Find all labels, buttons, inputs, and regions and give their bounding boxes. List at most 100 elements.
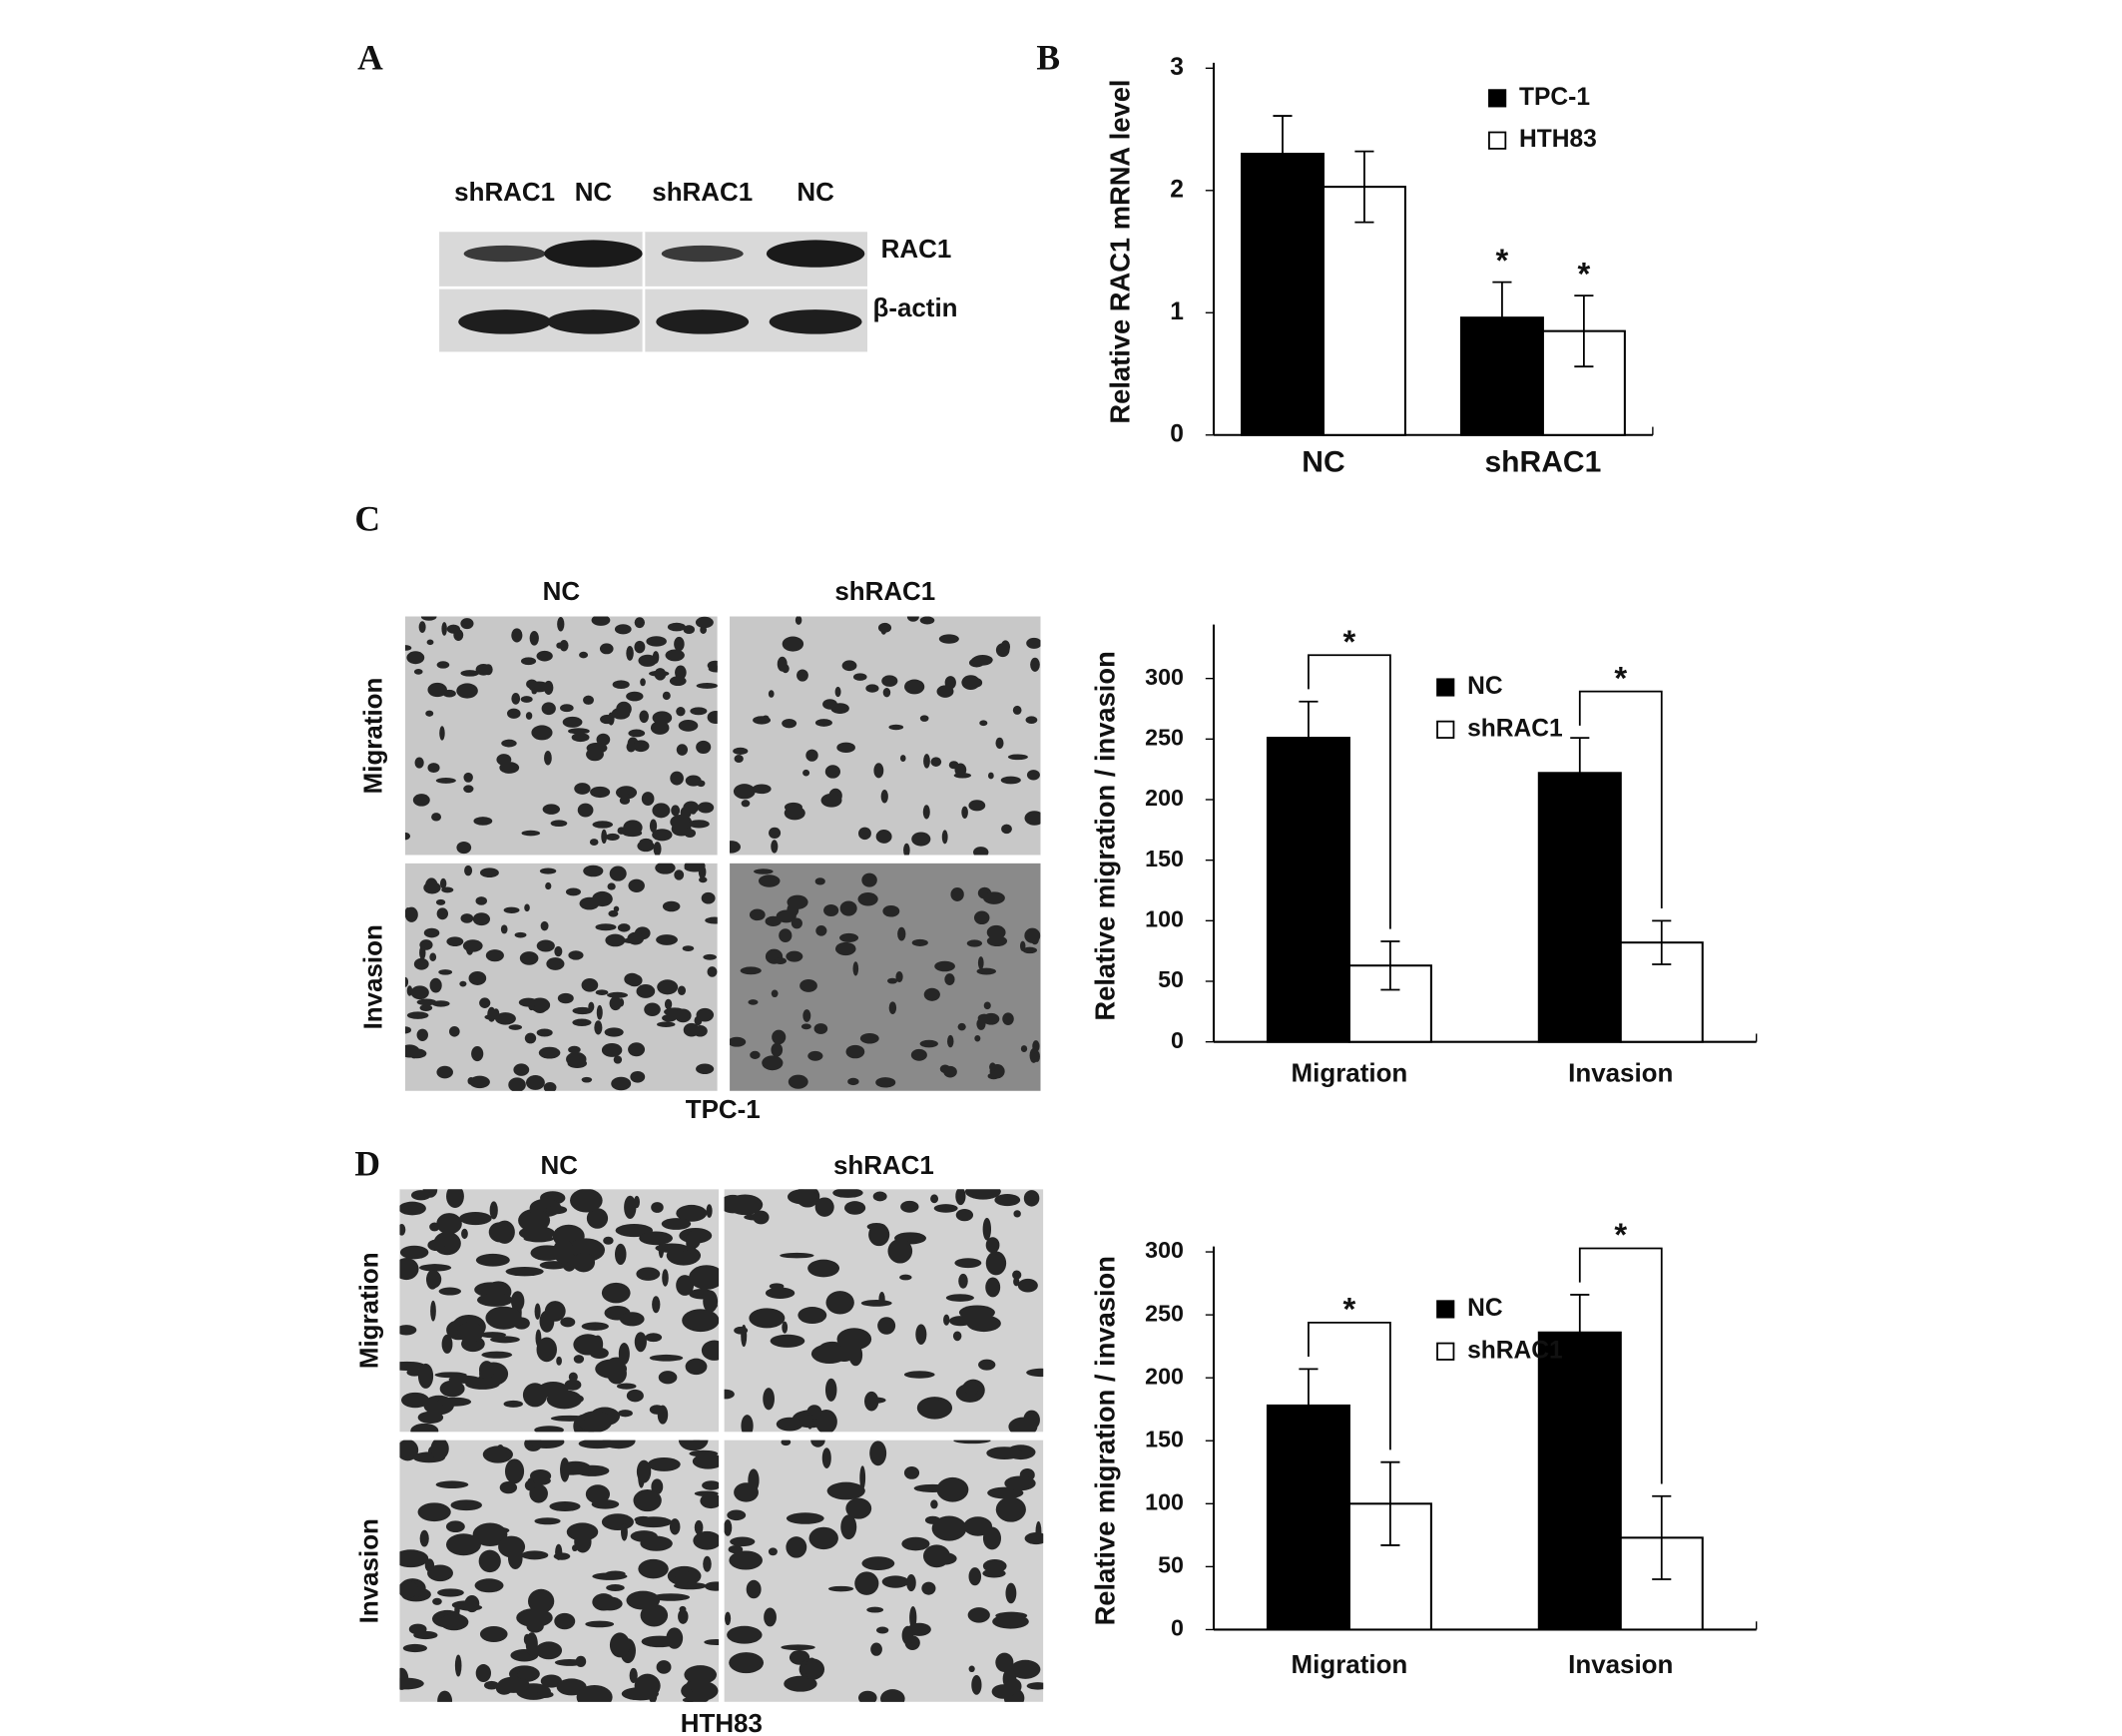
cell-blob (985, 1237, 1000, 1254)
cell-blob (591, 1499, 620, 1509)
cell-blob (992, 1614, 1029, 1629)
cell-blob (652, 1296, 661, 1314)
cell-blob (634, 1332, 647, 1353)
cell-blob (649, 819, 658, 834)
y-tick-label: 200 (1145, 1363, 1184, 1389)
cell-blob (591, 616, 611, 626)
cell-blob (473, 817, 493, 826)
cell-blob (503, 906, 520, 913)
cell-blob (701, 891, 716, 904)
cell-blob (568, 1045, 581, 1054)
cell-blob (936, 1476, 969, 1502)
y-tick-label: 200 (1145, 785, 1184, 811)
cell-blob (560, 1317, 576, 1328)
cell-blob (527, 1588, 555, 1614)
cell-blob (724, 1519, 733, 1536)
cell-blob (693, 1530, 720, 1550)
cell-blob (875, 1626, 889, 1634)
cell-blob (456, 841, 472, 855)
cell-blob (728, 1544, 744, 1554)
cell-blob (749, 1308, 786, 1329)
cell-blob (479, 1626, 508, 1642)
cell-blob (441, 622, 447, 636)
cell-blob (964, 1380, 979, 1397)
cell-blob (852, 673, 867, 681)
cell-blob (936, 685, 954, 698)
cell-blob (810, 1440, 825, 1447)
cell-blob (703, 953, 717, 960)
cell-blob (590, 786, 611, 799)
cell-blob (521, 1550, 549, 1560)
cell-blob (730, 1536, 756, 1547)
cell-blob (704, 1581, 720, 1591)
cell-blob (628, 729, 646, 738)
cell-blob (900, 1200, 919, 1213)
cell-blob (412, 794, 430, 807)
cell-blob (638, 1558, 669, 1579)
cell-blob (461, 1228, 468, 1240)
blot-band (463, 245, 546, 263)
cell-blob (414, 757, 424, 769)
cell-blob (815, 925, 827, 936)
cell-blob (560, 704, 574, 713)
cell-blob (647, 1456, 681, 1471)
row-label: Migration (356, 1252, 384, 1369)
cell-blob (499, 762, 520, 774)
cell-blob (882, 904, 900, 917)
error-bar (1570, 1294, 1590, 1372)
cell-blob (762, 715, 770, 722)
cell-blob (854, 1571, 879, 1595)
cell-blob (938, 634, 959, 644)
cell-blob (460, 913, 474, 923)
cell-blob (579, 651, 589, 659)
cell-blob (1005, 1678, 1022, 1695)
cell-blob (482, 1446, 513, 1463)
column-label: shRAC1 (834, 578, 935, 606)
cell-blob (662, 1013, 677, 1022)
cell-blob (982, 1558, 1007, 1573)
cell-blob (674, 636, 685, 652)
cell-blob (535, 1641, 563, 1660)
y-tick-label: 150 (1145, 846, 1184, 871)
cell-blob (776, 1417, 803, 1432)
cell-blob (439, 726, 445, 741)
cell-blob (635, 1516, 673, 1528)
cell-blob (873, 763, 884, 779)
cell-blob (650, 721, 670, 735)
cell-blob (612, 680, 630, 690)
row-label: Invasion (356, 1518, 384, 1623)
cell-blob (568, 728, 590, 735)
cell-blob (923, 754, 930, 769)
cell-blob (797, 1307, 827, 1325)
cell-blob (1032, 1040, 1040, 1052)
cell-line-label: TPC-1 (686, 1096, 761, 1124)
cell-blob (589, 839, 599, 846)
legend-swatch (1436, 678, 1455, 697)
cell-blob (675, 665, 687, 680)
cell-blob (637, 840, 655, 853)
y-tick-label: 300 (1145, 664, 1184, 690)
cell-blob (652, 803, 671, 819)
cell-blob (641, 792, 655, 807)
cell-blob (730, 841, 741, 854)
cell-blob (617, 788, 633, 796)
cell-blob (439, 1380, 465, 1398)
legend-label: shRAC1 (1467, 715, 1563, 742)
cell-blob (771, 1042, 784, 1057)
cell-blob (841, 660, 857, 672)
cell-blob (518, 1208, 551, 1233)
cell-blob (701, 1340, 720, 1361)
cell-blob (605, 833, 620, 841)
cell-blob (689, 1265, 720, 1290)
cell-blob (814, 877, 825, 885)
cell-blob (508, 1024, 523, 1030)
cell-blob (546, 957, 565, 970)
cell-blob (430, 1300, 436, 1322)
cell-blob (707, 660, 718, 671)
cell-blob (700, 1492, 720, 1509)
cell-blob (1023, 1190, 1040, 1207)
legend-label: NC (1467, 673, 1503, 700)
cell-blob (585, 1484, 611, 1504)
cell-blob (568, 950, 584, 960)
cell-blob (931, 1515, 967, 1541)
